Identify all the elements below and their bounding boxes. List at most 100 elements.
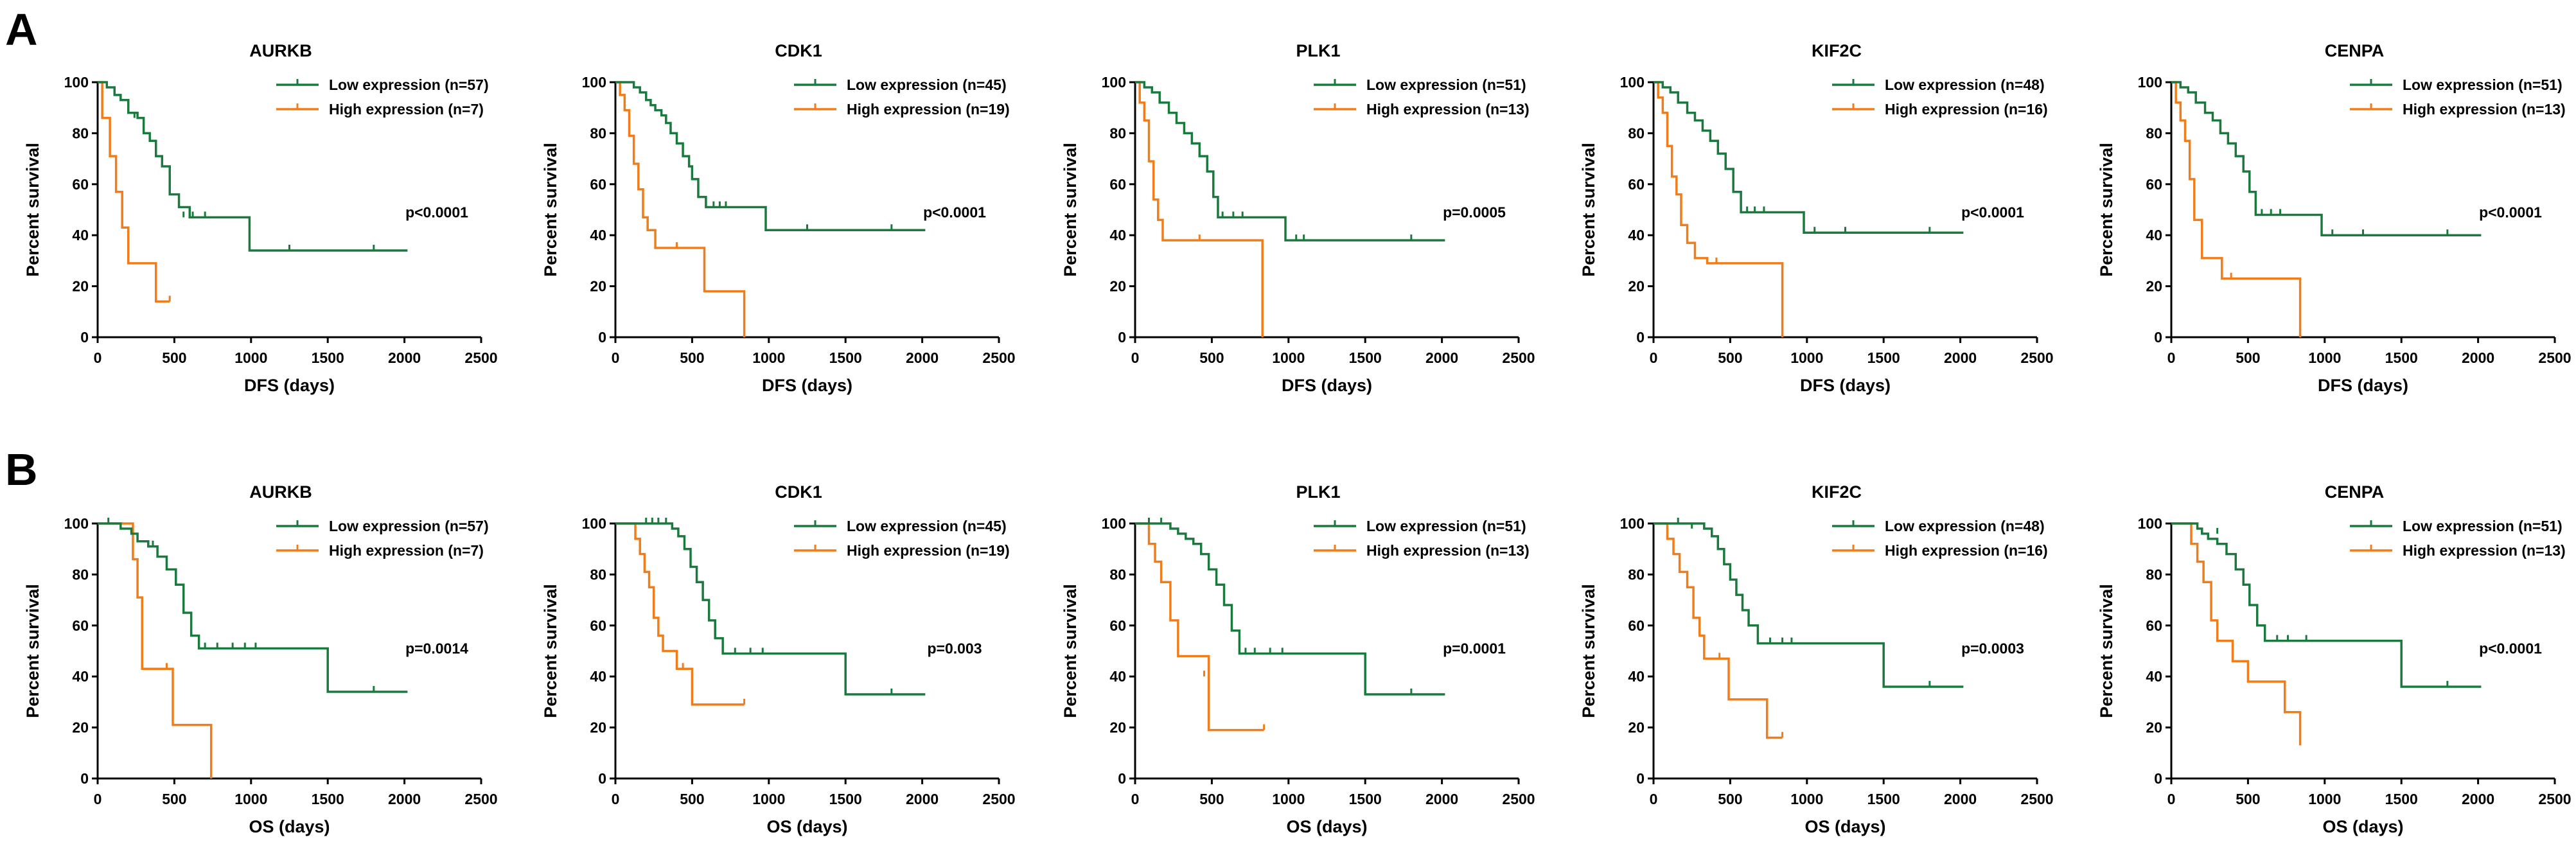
p-value: p<0.0001 bbox=[923, 204, 986, 220]
x-tick-label: 2000 bbox=[906, 791, 939, 807]
y-tick-label: 80 bbox=[2146, 566, 2162, 583]
y-axis-title: Percent survival bbox=[541, 584, 560, 718]
chart-title: AURKB bbox=[249, 41, 312, 60]
y-tick-label: 0 bbox=[80, 770, 89, 787]
chart-title: AURKB bbox=[249, 482, 312, 502]
km-curve-low bbox=[98, 81, 408, 252]
legend-label-low: Low expression (n=57) bbox=[329, 518, 489, 534]
y-axis-title: Percent survival bbox=[2097, 584, 2116, 718]
x-tick-label: 1000 bbox=[1272, 349, 1305, 366]
y-axis-title: Percent survival bbox=[541, 143, 560, 277]
x-tick-label: 1500 bbox=[312, 349, 344, 366]
x-tick-label: 2500 bbox=[2538, 349, 2571, 366]
legend-label-high: High expression (n=13) bbox=[2403, 101, 2566, 118]
x-axis-title: OS (days) bbox=[2322, 817, 2403, 836]
x-tick-label: 1000 bbox=[1272, 791, 1305, 807]
x-axis-title: OS (days) bbox=[249, 817, 330, 836]
y-tick-label: 80 bbox=[1628, 125, 1645, 141]
y-tick-label: 60 bbox=[72, 617, 89, 634]
x-axis-title: DFS (days) bbox=[762, 376, 852, 395]
y-tick-label: 20 bbox=[2146, 278, 2162, 295]
p-value: p=0.0014 bbox=[405, 640, 468, 656]
y-tick-label: 0 bbox=[598, 770, 606, 787]
x-tick-label: 2500 bbox=[2020, 791, 2053, 807]
y-tick-label: 40 bbox=[1109, 668, 1126, 685]
x-tick-label: 1000 bbox=[752, 791, 785, 807]
x-tick-label: 1000 bbox=[234, 349, 267, 366]
x-tick-label: 1000 bbox=[2308, 791, 2341, 807]
y-tick-label: 60 bbox=[590, 617, 606, 634]
y-tick-label: 100 bbox=[64, 515, 89, 532]
y-tick-label: 0 bbox=[598, 329, 606, 346]
x-tick-label: 0 bbox=[1131, 791, 1140, 807]
p-value: p<0.0001 bbox=[1961, 204, 2024, 220]
x-tick-label: 1000 bbox=[1790, 349, 1823, 366]
x-tick-label: 500 bbox=[2236, 791, 2260, 807]
x-axis-title: DFS (days) bbox=[1282, 376, 1372, 395]
x-tick-label: 500 bbox=[162, 349, 186, 366]
chart-title: PLK1 bbox=[1296, 41, 1340, 60]
y-tick-label: 80 bbox=[1109, 125, 1126, 141]
x-tick-label: 1500 bbox=[2385, 349, 2418, 366]
x-tick-label: 0 bbox=[1650, 349, 1658, 366]
x-tick-label: 0 bbox=[612, 791, 620, 807]
legend-label-low: Low expression (n=45) bbox=[847, 518, 1007, 534]
x-tick-label: 1500 bbox=[829, 791, 862, 807]
km-curve-low bbox=[1654, 81, 1964, 234]
p-value: p<0.0001 bbox=[405, 204, 468, 220]
y-tick-label: 100 bbox=[1620, 515, 1645, 532]
x-tick-label: 500 bbox=[1718, 791, 1742, 807]
km-curve-high bbox=[1135, 522, 1264, 732]
km-curve-high bbox=[98, 81, 170, 303]
y-tick-label: 100 bbox=[1620, 74, 1645, 91]
y-tick-label: 40 bbox=[1109, 227, 1126, 243]
x-tick-label: 2000 bbox=[1944, 349, 1977, 366]
legend-label-high: High expression (n=7) bbox=[329, 542, 484, 559]
y-tick-label: 80 bbox=[2146, 125, 2162, 141]
km-curve-low bbox=[1135, 522, 1445, 696]
km-curve-high bbox=[615, 522, 745, 706]
y-tick-label: 20 bbox=[1109, 719, 1126, 736]
x-axis-title: OS (days) bbox=[1804, 817, 1885, 836]
km-curve-high bbox=[1654, 522, 1783, 739]
x-tick-label: 500 bbox=[1199, 349, 1224, 366]
y-tick-label: 20 bbox=[72, 278, 89, 295]
x-axis-title: OS (days) bbox=[1286, 817, 1367, 836]
km-curve-high bbox=[1654, 81, 1784, 337]
x-tick-label: 2500 bbox=[982, 791, 1015, 807]
y-tick-label: 20 bbox=[1628, 719, 1645, 736]
x-tick-label: 2000 bbox=[1944, 791, 1977, 807]
km-curve-low bbox=[1654, 522, 1964, 688]
y-tick-label: 60 bbox=[1628, 176, 1645, 193]
km-curve-low bbox=[2171, 522, 2482, 688]
y-tick-label: 60 bbox=[1628, 617, 1645, 634]
x-tick-label: 2000 bbox=[2462, 791, 2494, 807]
y-tick-label: 0 bbox=[2154, 329, 2162, 346]
chart-title: CDK1 bbox=[775, 482, 822, 502]
km-curve-high bbox=[98, 522, 213, 778]
p-value: p=0.0005 bbox=[1443, 204, 1506, 220]
x-tick-label: 2000 bbox=[906, 349, 939, 366]
x-tick-label: 2500 bbox=[1502, 349, 1535, 366]
x-axis-title: DFS (days) bbox=[1800, 376, 1891, 395]
y-tick-label: 20 bbox=[1628, 278, 1645, 295]
p-value: p=0.0001 bbox=[1443, 640, 1506, 656]
y-tick-label: 60 bbox=[1109, 617, 1126, 634]
x-tick-label: 2500 bbox=[464, 349, 497, 366]
x-tick-label: 1500 bbox=[1867, 791, 1900, 807]
p-value: p=0.003 bbox=[927, 640, 982, 656]
y-axis-title: Percent survival bbox=[1061, 143, 1080, 277]
x-tick-label: 2500 bbox=[2020, 349, 2053, 366]
x-tick-label: 500 bbox=[1199, 791, 1224, 807]
legend-label-high: High expression (n=16) bbox=[1885, 101, 2048, 118]
x-tick-label: 1500 bbox=[312, 791, 344, 807]
x-tick-label: 500 bbox=[680, 791, 704, 807]
p-value: p<0.0001 bbox=[2479, 640, 2542, 656]
legend-label-low: Low expression (n=51) bbox=[1366, 76, 1526, 93]
y-tick-label: 0 bbox=[1118, 770, 1126, 787]
